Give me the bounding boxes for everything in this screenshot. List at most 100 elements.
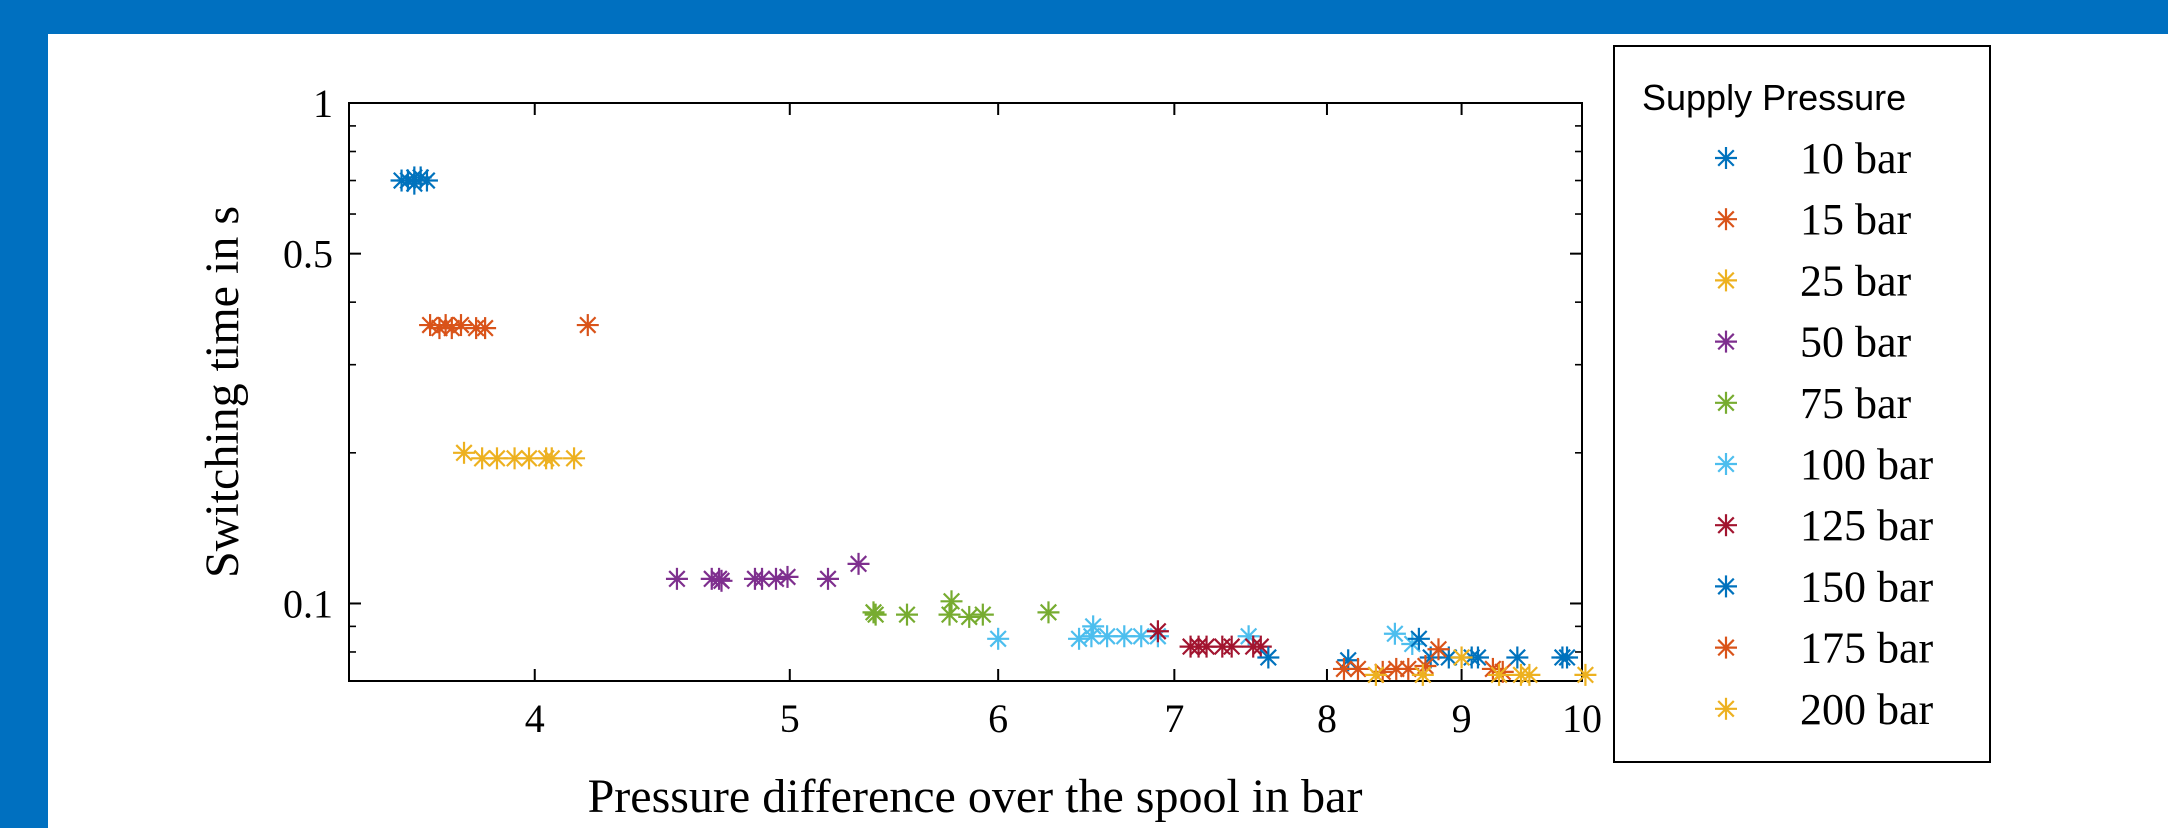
data-point xyxy=(415,169,438,192)
data-point xyxy=(1237,625,1260,648)
series-50-bar xyxy=(665,552,870,592)
data-point xyxy=(518,447,541,470)
legend-marker xyxy=(1715,453,1737,475)
legend-label: 25 bar xyxy=(1800,256,1912,305)
series-25-bar xyxy=(453,441,586,470)
data-point xyxy=(1450,646,1473,669)
data-point xyxy=(1574,663,1597,686)
legend-marker xyxy=(1715,514,1737,537)
legend-marker xyxy=(1715,391,1737,414)
data-point xyxy=(847,552,870,575)
y-tick-labels: 0.1 0.5 1 xyxy=(283,81,333,626)
data-point xyxy=(1346,657,1369,680)
data-point xyxy=(1383,622,1406,645)
legend-marker xyxy=(1715,697,1737,720)
legend-marker xyxy=(1715,330,1737,353)
x-axis-label: Pressure difference over the spool in ba… xyxy=(588,770,1363,823)
legend-item: 15 bar xyxy=(1715,195,1912,244)
legend-label: 15 bar xyxy=(1800,195,1912,244)
legend-marker xyxy=(1715,208,1737,231)
data-point xyxy=(453,441,476,464)
x-tick-label: 7 xyxy=(1164,696,1184,741)
legend-label: 75 bar xyxy=(1800,379,1912,428)
data-point xyxy=(1506,646,1529,669)
y-tick-label: 0.5 xyxy=(283,232,333,277)
data-point xyxy=(1411,663,1434,686)
left-accent-bar xyxy=(0,0,48,828)
legend-item: 75 bar xyxy=(1715,379,1912,428)
data-point xyxy=(540,447,563,470)
data-point xyxy=(864,603,887,626)
series-125-bar xyxy=(1146,620,1272,658)
data-point xyxy=(1257,646,1280,669)
data-point xyxy=(1220,635,1243,658)
x-tick-label: 4 xyxy=(525,696,545,741)
data-point xyxy=(563,447,586,470)
legend-item: 125 bar xyxy=(1715,501,1934,550)
series-150-bar xyxy=(1257,627,1579,672)
legend-label: 125 bar xyxy=(1800,501,1934,550)
data-point xyxy=(710,569,733,592)
x-tick-label: 8 xyxy=(1317,696,1337,741)
legend-marker xyxy=(1715,147,1737,169)
data-point xyxy=(764,567,787,590)
legend-item: 25 bar xyxy=(1715,256,1912,305)
legend: Supply Pressure 10 bar 15 bar 25 bar 50 bar… xyxy=(1613,45,1991,763)
legend-label: 175 bar xyxy=(1800,624,1934,673)
data-point xyxy=(1407,627,1430,650)
y-tick-label: 1 xyxy=(313,81,333,126)
data-point xyxy=(816,567,839,590)
data-points xyxy=(390,166,1597,686)
x-tick-label: 6 xyxy=(988,696,1008,741)
series-15-bar xyxy=(419,314,599,340)
legend-item: 150 bar xyxy=(1715,562,1934,611)
data-point xyxy=(403,172,426,195)
data-point xyxy=(1488,663,1511,686)
top-accent-bar xyxy=(0,0,2168,34)
y-axis-label: Switching time in s xyxy=(196,206,249,578)
legend-item: 10 bar xyxy=(1715,134,1912,183)
data-point xyxy=(576,314,599,337)
data-point xyxy=(1364,663,1387,686)
legend-label: 50 bar xyxy=(1800,318,1912,367)
legend-marker xyxy=(1715,636,1737,659)
legend-marker xyxy=(1715,269,1737,292)
legend-box xyxy=(1613,45,1991,763)
legend-title: Supply Pressure xyxy=(1642,77,1906,118)
axis-ticks xyxy=(349,102,1583,681)
data-point xyxy=(474,317,497,340)
legend-label: 100 bar xyxy=(1800,440,1934,489)
x-tick-labels: 4 5 6 7 8 9 10 xyxy=(525,696,1602,741)
data-point xyxy=(1037,601,1060,624)
legend-items: 10 bar 15 bar 25 bar 50 bar 75 bar 100 bar 125… xyxy=(1715,134,1934,734)
data-point xyxy=(1082,615,1105,638)
data-point xyxy=(449,314,472,337)
data-point xyxy=(958,605,981,628)
series-75-bar xyxy=(862,590,1060,628)
data-point xyxy=(440,317,463,340)
data-point xyxy=(987,627,1010,650)
data-point xyxy=(1556,646,1579,669)
legend-item: 100 bar xyxy=(1715,440,1934,489)
series-10-bar xyxy=(390,166,438,195)
series-200-bar xyxy=(1364,646,1597,686)
data-point xyxy=(776,565,799,588)
legend-item: 200 bar xyxy=(1715,685,1934,734)
data-point xyxy=(971,603,994,626)
y-tick-label: 0.1 xyxy=(283,581,333,626)
data-point xyxy=(1518,663,1541,686)
data-point xyxy=(665,567,688,590)
plot-area-frame xyxy=(348,102,1583,682)
legend-label: 10 bar xyxy=(1800,134,1912,183)
legend-marker xyxy=(1715,575,1737,598)
data-point xyxy=(1427,638,1450,661)
data-point xyxy=(1146,620,1169,643)
x-tick-label: 10 xyxy=(1562,696,1602,741)
x-tick-label: 5 xyxy=(780,696,800,741)
legend-item: 50 bar xyxy=(1715,318,1912,367)
x-tick-label: 9 xyxy=(1452,696,1472,741)
data-point xyxy=(940,590,963,613)
data-point xyxy=(895,603,918,626)
legend-label: 200 bar xyxy=(1800,685,1934,734)
